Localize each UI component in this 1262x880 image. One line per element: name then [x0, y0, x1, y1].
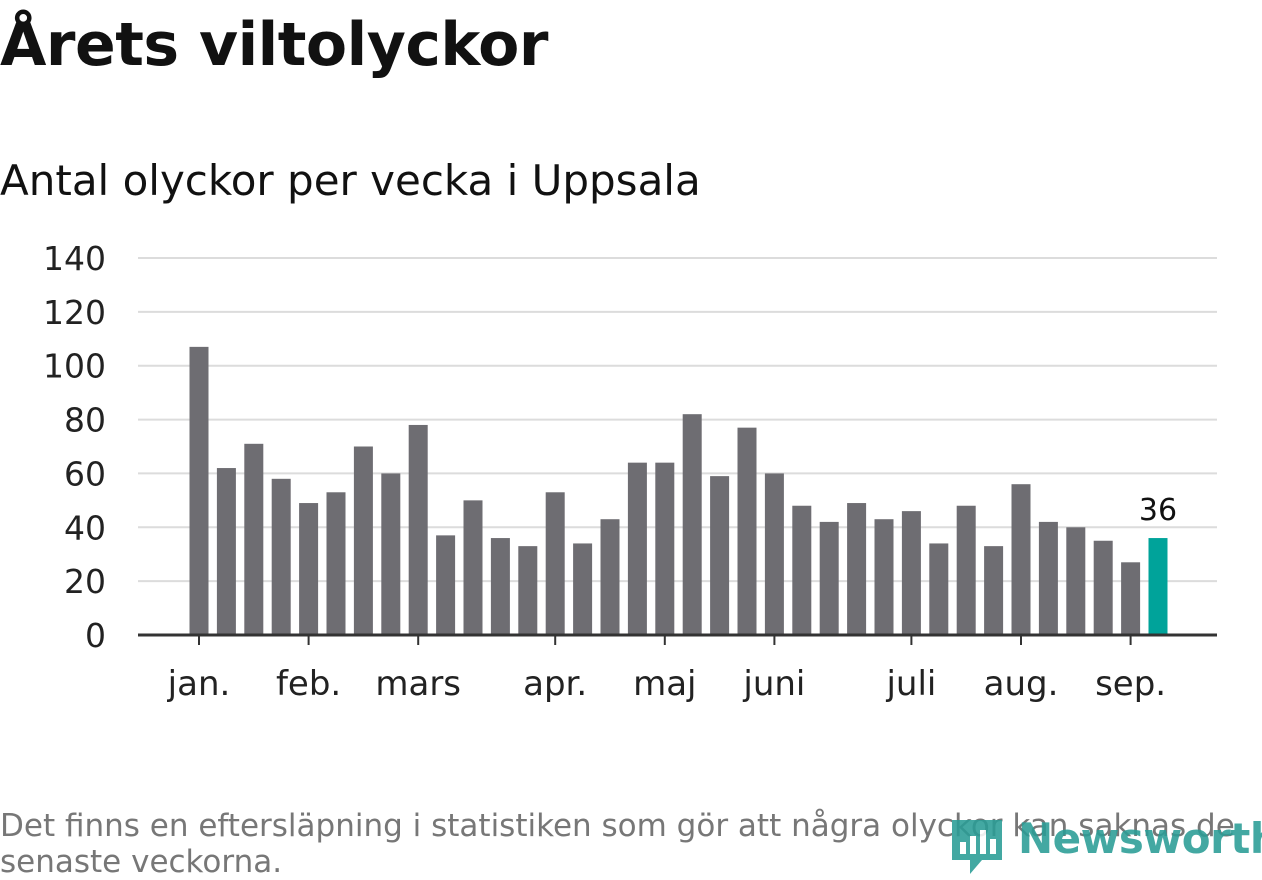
- newsworthy-logo-text: Newsworthy: [1018, 814, 1262, 863]
- bar: [956, 505, 976, 635]
- bar: [655, 462, 675, 635]
- x-tick-label-sep.: sep.: [1095, 664, 1166, 704]
- bar: [408, 424, 428, 635]
- bar: [326, 492, 346, 635]
- bar: [381, 473, 401, 635]
- bar: [1121, 562, 1141, 635]
- y-tick-label-100: 100: [43, 347, 106, 386]
- y-tick-label-120: 120: [43, 293, 106, 332]
- bar: [710, 476, 730, 635]
- bar: [490, 538, 510, 635]
- x-tick-label-juli: juli: [885, 664, 936, 704]
- chart-subtitle: Antal olyckor per vecka i Uppsala: [0, 156, 701, 205]
- bar: [353, 446, 373, 635]
- bar-chart: 0 20 40 60 80 100 120 140 jan. feb. mars apr. maj jun…: [43, 239, 1217, 704]
- bar: [682, 414, 702, 635]
- x-tick-label-apr.: apr.: [523, 664, 587, 704]
- bar: [984, 546, 1004, 635]
- bar: [518, 546, 538, 635]
- y-tick-label-140: 140: [43, 239, 106, 278]
- bar: [1066, 527, 1086, 635]
- bar: [189, 346, 209, 635]
- bar: [600, 519, 620, 635]
- bar: [819, 521, 839, 635]
- bar: [216, 468, 236, 635]
- bar: [847, 503, 867, 635]
- bar: [874, 519, 894, 635]
- x-tick-label-juni: juni: [742, 664, 805, 704]
- x-tick-label-mars: mars: [375, 664, 461, 704]
- bar: [463, 500, 483, 635]
- newsworthy-logo-icon: [952, 820, 1002, 874]
- bar: [929, 543, 949, 635]
- x-tick-label-jan.: jan.: [167, 664, 231, 704]
- bar: [627, 462, 647, 635]
- bar: [1093, 540, 1113, 635]
- bar: [1011, 484, 1031, 635]
- bar: [244, 443, 264, 635]
- newsworthy-logo: Newsworthy: [948, 812, 1262, 879]
- bar-highlight: [1148, 538, 1168, 635]
- y-tick-label-0: 0: [85, 616, 106, 655]
- x-tick-label-feb.: feb.: [276, 664, 341, 704]
- x-tick-label-aug.: aug.: [984, 664, 1059, 704]
- bar: [299, 503, 319, 635]
- y-tick-label-60: 60: [64, 454, 106, 493]
- bar: [573, 543, 593, 635]
- y-tick-label-40: 40: [64, 508, 106, 547]
- y-tick-label-20: 20: [64, 562, 106, 601]
- bar: [545, 492, 565, 635]
- bar: [792, 505, 812, 635]
- chart-title: Årets viltolyckor: [0, 10, 549, 80]
- x-tick-label-maj: maj: [633, 664, 696, 704]
- bar: [737, 427, 757, 635]
- bar: [901, 511, 921, 635]
- bar: [764, 473, 784, 635]
- footnote: Det finns en eftersläpning i statistiken…: [0, 808, 1235, 880]
- bar: [1038, 521, 1058, 635]
- data-label-highlight: 36: [1139, 493, 1177, 528]
- y-tick-label-80: 80: [64, 401, 106, 440]
- bar: [436, 535, 456, 635]
- bar: [271, 478, 291, 635]
